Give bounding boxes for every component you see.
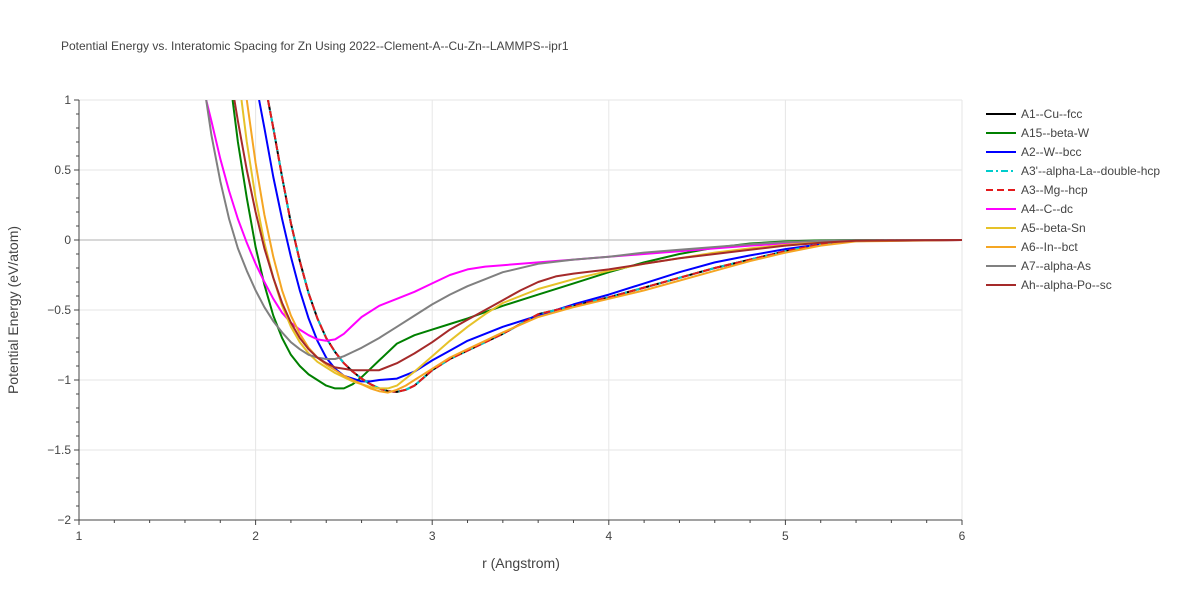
legend-item-9[interactable]: Ah--alpha-Po--sc [986, 278, 1112, 292]
x-tick-label: 6 [959, 529, 966, 543]
chart-title: Potential Energy vs. Interatomic Spacing… [61, 39, 569, 53]
axes [74, 99, 963, 525]
legend-label: A6--In--bct [1021, 240, 1078, 254]
series-line-4 [267, 100, 962, 393]
legend-item-6[interactable]: A5--beta-Sn [986, 221, 1086, 235]
series-line-0 [267, 100, 962, 393]
legend-item-7[interactable]: A6--In--bct [986, 240, 1078, 254]
legend-label: A3'--alpha-La--double-hcp [1021, 164, 1160, 178]
y-axis-title: Potential Energy (eV/atom) [5, 226, 21, 394]
y-tick-label: −2 [57, 513, 71, 527]
legend-label: A4--C--dc [1021, 202, 1073, 216]
y-axis-ticks: 1 0.5 0 −0.5 −1 −1.5 −2 [47, 93, 71, 527]
y-tick-label: −0.5 [47, 303, 71, 317]
series-line-6 [240, 100, 962, 390]
legend-item-5[interactable]: A4--C--dc [986, 202, 1073, 216]
y-tick-label: 0.5 [54, 163, 71, 177]
y-tick-label: −1.5 [47, 443, 71, 457]
y-tick-label: 1 [64, 93, 71, 107]
legend-label: A1--Cu--fcc [1021, 107, 1082, 121]
x-tick-label: 3 [429, 529, 436, 543]
series-line-5 [205, 100, 962, 342]
legend-label: A7--alpha-As [1021, 259, 1091, 273]
grid-lines [79, 99, 963, 521]
legend-label: Ah--alpha-Po--sc [1021, 278, 1112, 292]
legend-item-2[interactable]: A2--W--bcc [986, 145, 1081, 159]
legend-label: A15--beta-W [1021, 126, 1090, 140]
x-axis-ticks: 1 2 3 4 5 6 [76, 529, 966, 543]
y-tick-label: 0 [64, 233, 71, 247]
x-axis-title: r (Angstrom) [482, 555, 560, 571]
series-layer [205, 100, 962, 394]
legend-item-3[interactable]: A3'--alpha-La--double-hcp [986, 164, 1160, 178]
series-line-1 [231, 100, 962, 390]
legend-item-8[interactable]: A7--alpha-As [986, 259, 1091, 273]
legend-item-0[interactable]: A1--Cu--fcc [986, 107, 1082, 121]
legend-label: A2--W--bcc [1021, 145, 1081, 159]
x-tick-label: 5 [782, 529, 789, 543]
legend-label: A3--Mg--hcp [1021, 183, 1088, 197]
legend-item-1[interactable]: A15--beta-W [986, 126, 1090, 140]
legend: A1--Cu--fcc A15--beta-W A2--W--bcc A3'--alp… [986, 107, 1160, 292]
series-line-8 [205, 100, 962, 360]
series-line-9 [233, 100, 962, 372]
legend-label: A5--beta-Sn [1021, 221, 1086, 235]
series-line-7 [245, 100, 962, 394]
x-tick-label: 1 [76, 529, 83, 543]
x-tick-label: 2 [252, 529, 259, 543]
y-tick-label: −1 [57, 373, 71, 387]
x-tick-label: 4 [605, 529, 612, 543]
legend-item-4[interactable]: A3--Mg--hcp [986, 183, 1088, 197]
series-line-3 [267, 100, 962, 393]
